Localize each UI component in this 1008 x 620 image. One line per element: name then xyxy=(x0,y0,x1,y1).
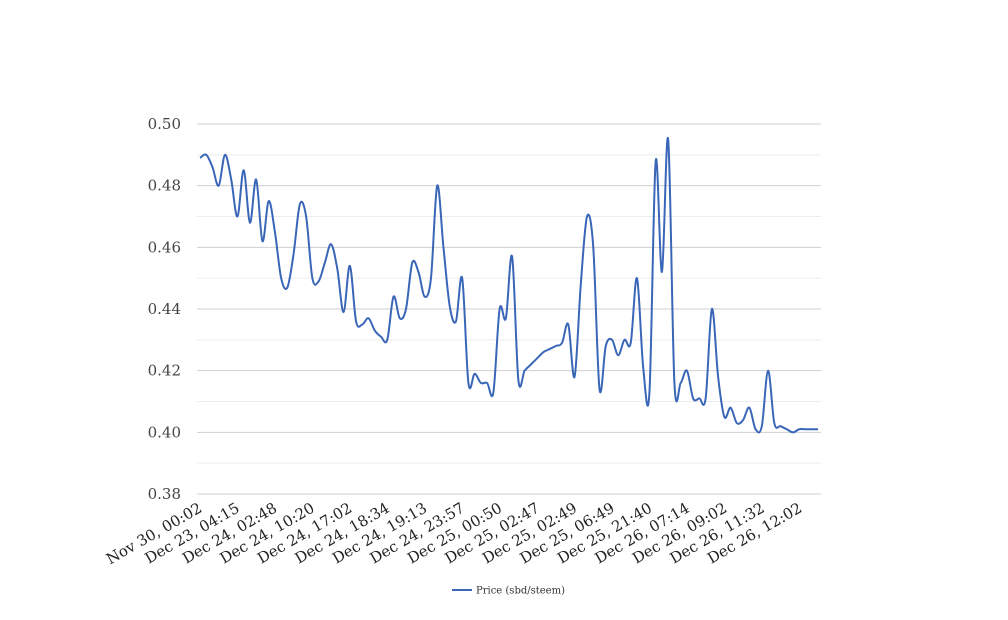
series-layer xyxy=(199,136,818,434)
price-series-line xyxy=(199,136,818,434)
y-tick-label: 0.42 xyxy=(148,362,181,380)
y-tick-label: 0.50 xyxy=(148,115,181,133)
gridlines xyxy=(197,123,821,495)
legend-label: Price (sbd/steem) xyxy=(476,586,565,597)
y-axis-ticks: 0.38 0.40 0.42 0.44 0.46 0.48 0.50 xyxy=(148,115,181,503)
legend[interactable]: Price (sbd/steem) xyxy=(452,586,565,597)
y-tick-label: 0.46 xyxy=(148,238,181,256)
y-tick-label: 0.48 xyxy=(148,177,181,195)
y-tick-label: 0.40 xyxy=(148,423,181,441)
y-tick-label: 0.38 xyxy=(148,485,181,503)
y-tick-label: 0.44 xyxy=(148,300,181,318)
